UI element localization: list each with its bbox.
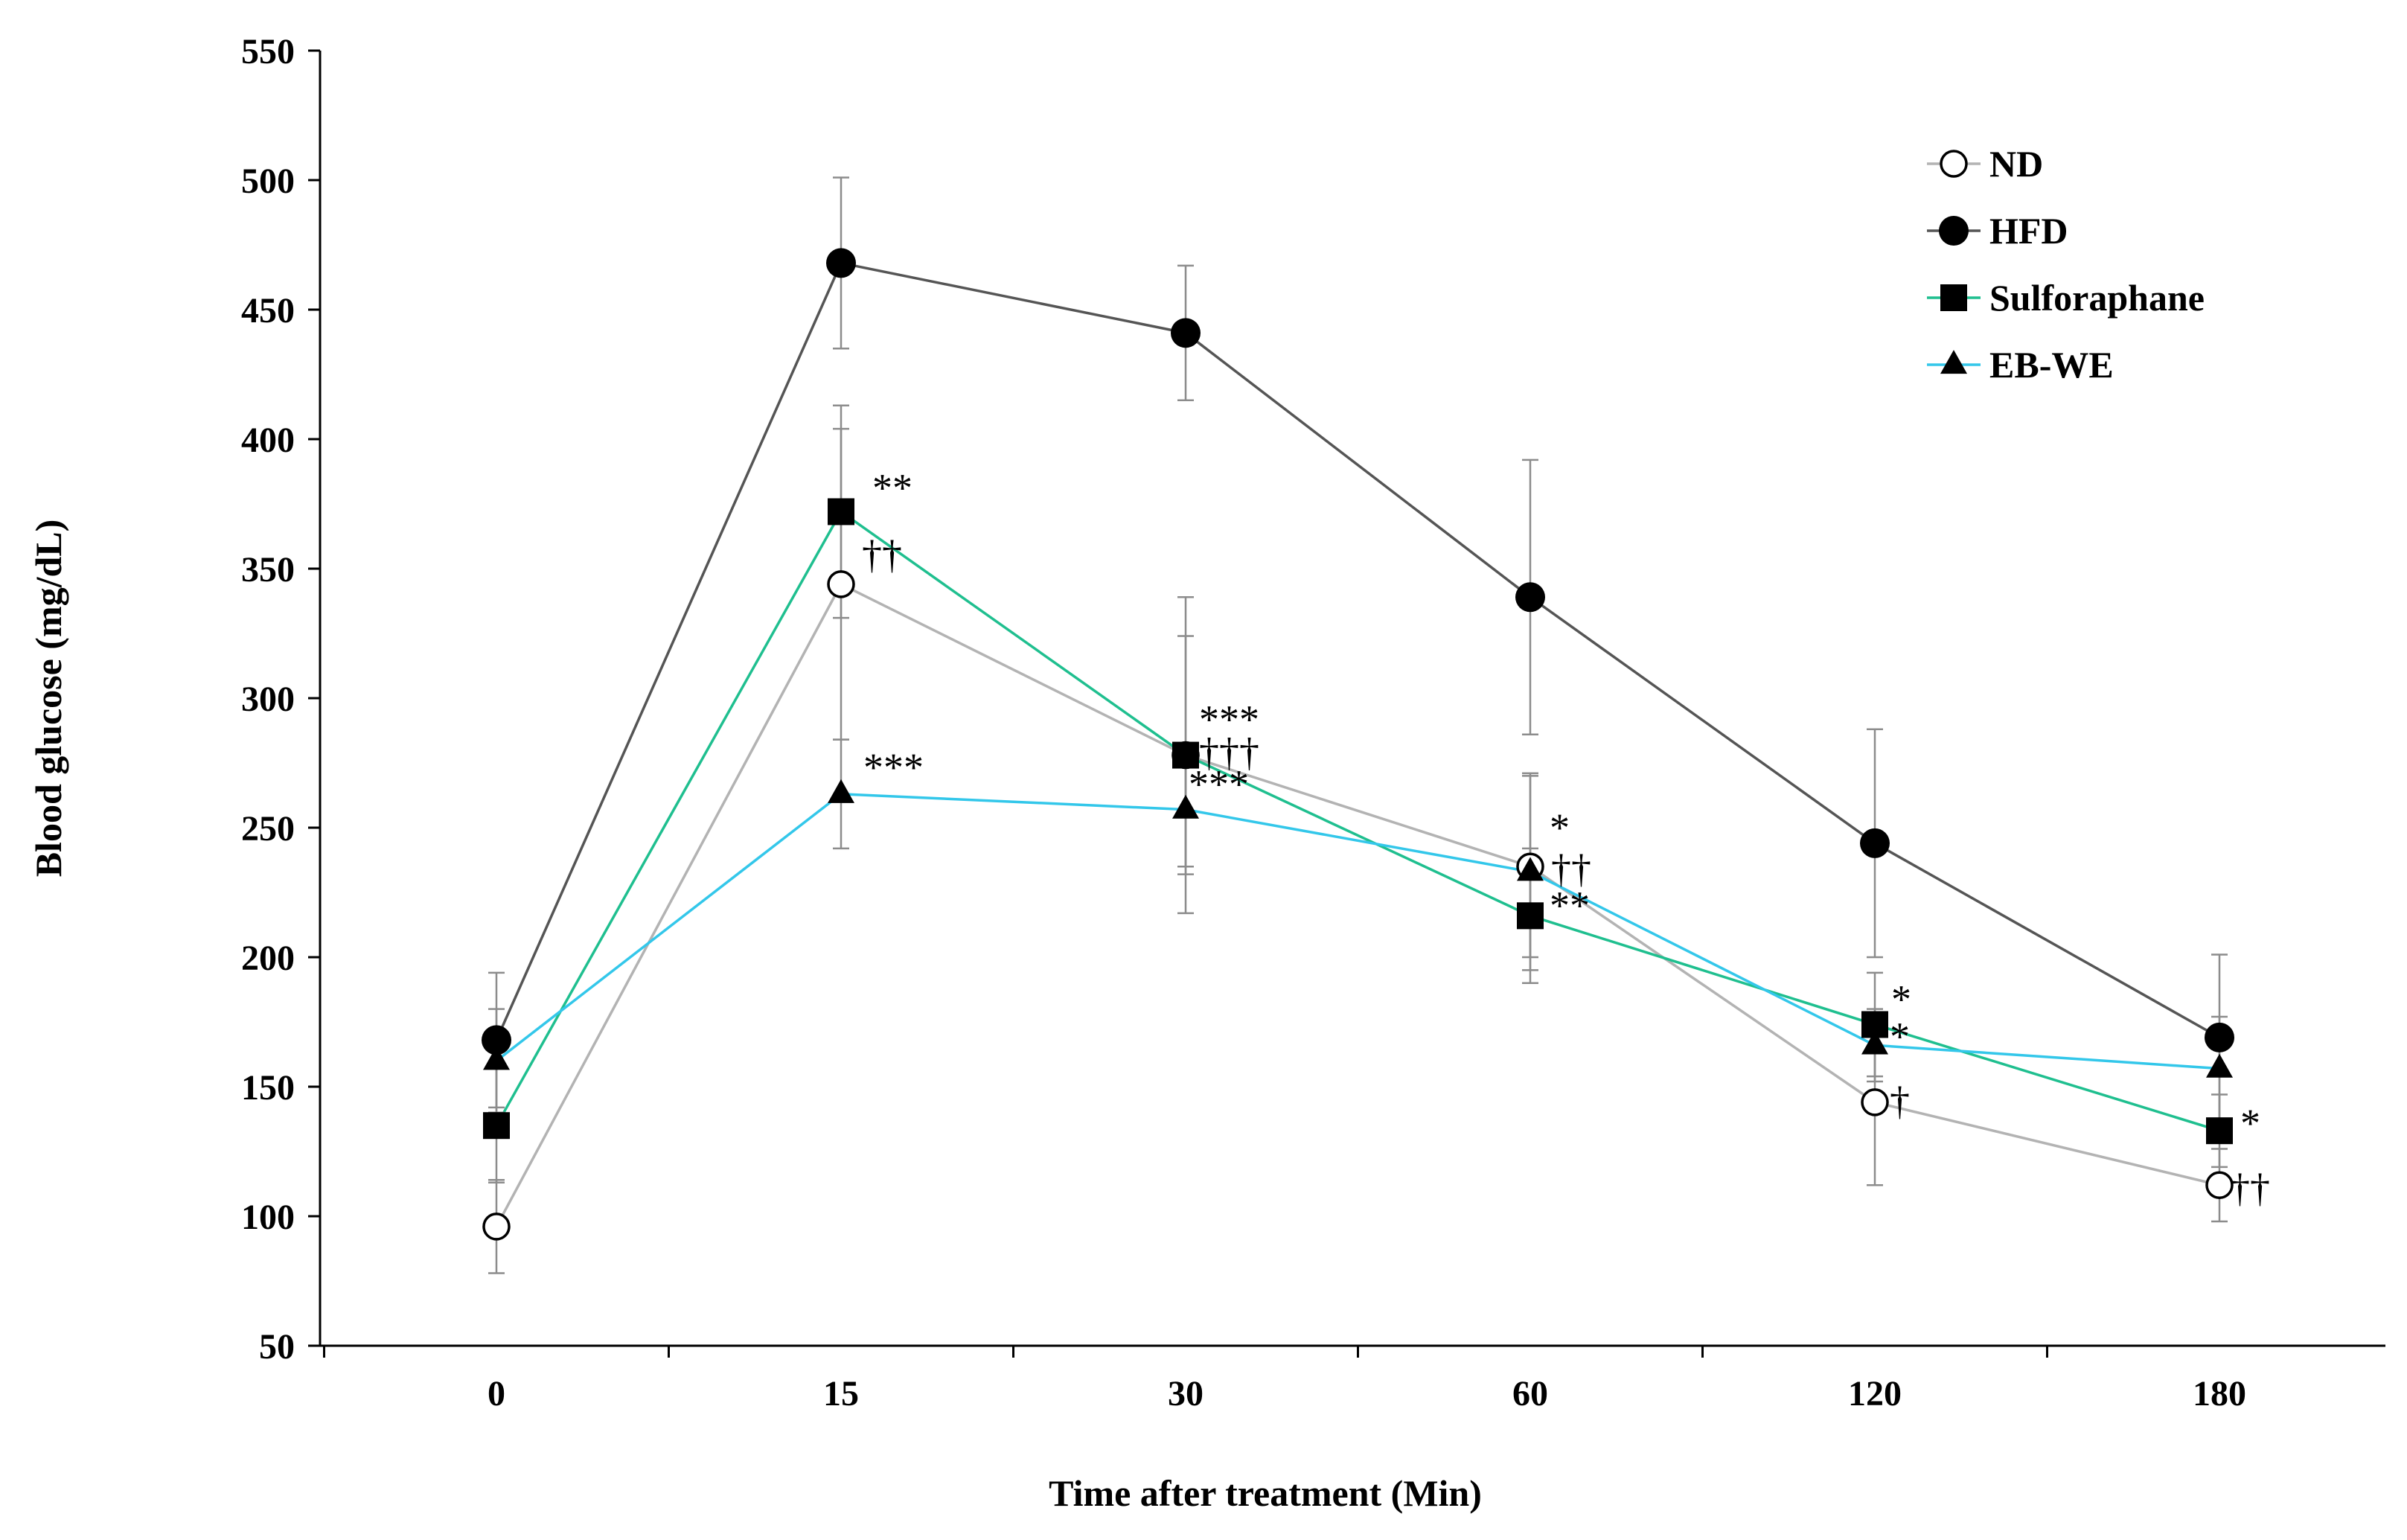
- y-tick-label: 200: [241, 939, 295, 978]
- legend-label: Sulforaphane: [1989, 277, 2205, 319]
- significance-marker: *: [1550, 805, 1570, 850]
- legend-marker: [1939, 216, 1969, 246]
- data-point-eb-we: [483, 1046, 510, 1070]
- x-tick-label: 0: [488, 1374, 505, 1413]
- data-point-eb-we: [1517, 857, 1544, 881]
- x-tick-label: 180: [2193, 1374, 2246, 1413]
- data-point-nd: [1861, 1088, 1889, 1116]
- legend-item-hfd: HFD: [1927, 210, 2068, 252]
- series-line-sulforaphane: [495, 509, 2220, 1132]
- significance-marker: *: [1891, 977, 1911, 1021]
- data-point-eb-we: [1172, 794, 1199, 819]
- legend-item-sulforaphane: Sulforaphane: [1927, 277, 2205, 319]
- legend-marker: [1940, 150, 1968, 178]
- data-point-nd: [827, 570, 855, 598]
- legend-label: EB-WE: [1989, 344, 2114, 386]
- data-point-eb-we: [828, 779, 854, 803]
- legend-label: ND: [1989, 143, 2043, 185]
- data-point-hfd: [2205, 1022, 2234, 1052]
- y-tick-label: 350: [241, 550, 295, 590]
- data-point-eb-we: [2206, 1053, 2233, 1078]
- significance-marker: ††: [2230, 1166, 2270, 1210]
- data-point-hfd: [1860, 828, 1890, 858]
- data-point-hfd: [1171, 318, 1201, 348]
- significance-marker: *: [1890, 1014, 1910, 1058]
- significance-marker: †: [1890, 1079, 1910, 1123]
- significance-marker: **: [872, 465, 912, 510]
- data-point-sulforaphane: [483, 1112, 510, 1140]
- y-tick-label: 550: [241, 32, 295, 71]
- y-tick-label: 250: [241, 809, 295, 849]
- x-tick-label: 30: [1168, 1374, 1204, 1413]
- significance-marker: ***: [1199, 697, 1259, 742]
- x-axis-title: Time after treatment (Min): [1049, 1472, 1482, 1514]
- significance-marker: ***: [863, 745, 924, 790]
- significance-marker: ***: [1189, 762, 1249, 807]
- series-line-nd: [495, 582, 2220, 1227]
- x-tick-label: 15: [823, 1374, 859, 1413]
- data-point-sulforaphane: [1517, 902, 1544, 930]
- data-point-hfd: [1515, 582, 1545, 613]
- y-tick-label: 100: [241, 1198, 295, 1237]
- y-tick-label: 450: [241, 291, 295, 330]
- y-axis-title: Blood glucose (mg/dL): [28, 520, 69, 878]
- legend-item-nd: ND: [1927, 143, 2043, 185]
- series-lines: [495, 261, 2220, 1227]
- legend-marker: [1940, 350, 1967, 374]
- significance-marker: †††: [1199, 730, 1259, 775]
- axes: 50 100 150 200 250 300 350 400 450 500 550 0 15 30 60 1…: [241, 32, 2385, 1413]
- series-line-hfd: [495, 261, 2220, 1041]
- data-point-hfd: [482, 1025, 511, 1055]
- significance-marker: ††: [862, 532, 902, 577]
- data-markers: [482, 248, 2234, 1241]
- data-point-nd: [482, 1212, 511, 1241]
- significance-marker: **: [1550, 883, 1590, 927]
- legend: ND HFD Sulforaphane EB-WE: [1927, 143, 2205, 386]
- x-tick-label: 120: [1848, 1374, 1902, 1413]
- error-bars: [488, 176, 2228, 1274]
- series-line-eb-we: [495, 792, 2220, 1070]
- data-point-hfd: [826, 248, 856, 278]
- x-tick-label: 60: [1512, 1374, 1548, 1413]
- legend-marker: [1940, 284, 1967, 311]
- data-point-eb-we: [1861, 1030, 1888, 1055]
- legend-item-eb-we: EB-WE: [1927, 344, 2114, 386]
- data-point-sulforaphane: [828, 498, 854, 525]
- data-point-nd: [2205, 1171, 2234, 1199]
- legend-label: HFD: [1989, 210, 2068, 252]
- significance-annotations: **††******†††****††****†*††: [862, 465, 2270, 1210]
- y-tick-label: 300: [241, 680, 295, 719]
- y-tick-label: 500: [241, 162, 295, 201]
- y-tick-label: 150: [241, 1068, 295, 1108]
- y-tick-label: 400: [241, 421, 295, 460]
- data-point-sulforaphane: [1172, 741, 1199, 769]
- significance-marker: *: [2240, 1101, 2260, 1146]
- significance-marker: ††: [1551, 846, 1591, 891]
- y-tick-label: 50: [259, 1327, 295, 1367]
- data-point-sulforaphane: [2206, 1117, 2233, 1145]
